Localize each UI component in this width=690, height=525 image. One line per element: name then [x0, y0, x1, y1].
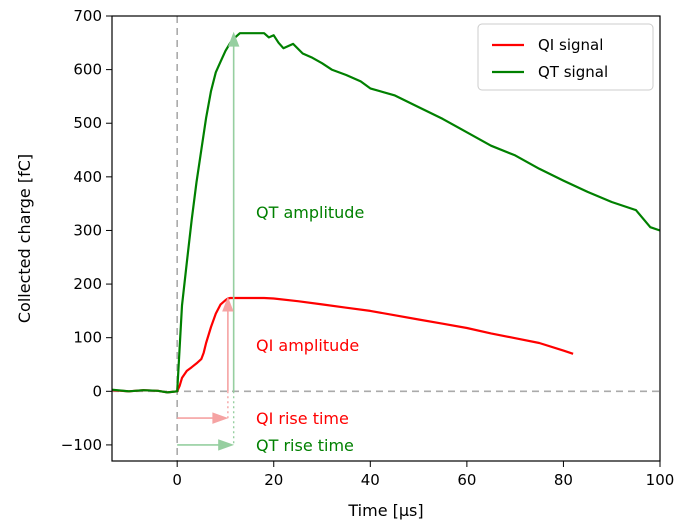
y-tick-label: 200: [73, 275, 102, 293]
y-tick-label: 300: [73, 221, 102, 239]
annotations: QT amplitude QI amplitude QI rise time QT r…: [177, 31, 364, 455]
qt-amplitude-label: QT amplitude: [256, 203, 364, 222]
y-tick-label: 500: [73, 114, 102, 132]
y-axis-label: Collected charge [fC]: [15, 154, 34, 323]
x-axis-label: Time [μs]: [347, 501, 423, 520]
series-line-qi: [112, 296, 574, 394]
x-tick-label: 80: [554, 471, 573, 489]
y-tick-label: −100: [61, 436, 102, 454]
x-tick-label: 60: [457, 471, 476, 489]
qt-rise-time-label: QT rise time: [256, 436, 354, 455]
axes: 0 20 40 60 80 100 −100 0 100 200 300 400 500 600 700 Ti…: [15, 7, 674, 520]
series-line-qt: [112, 32, 660, 394]
axes-frame: [111, 15, 661, 462]
legend-entry-qt: QT signal: [538, 63, 608, 81]
qi-amplitude-arrow-head: [222, 296, 234, 312]
x-tick-label: 20: [264, 471, 283, 489]
y-tick-label: 400: [73, 168, 102, 186]
legend-entry-qi: QI signal: [538, 36, 603, 54]
qt-amplitude-arrow-head: [227, 31, 240, 47]
qi-rise-time-label: QI rise time: [256, 409, 349, 428]
x-tick-label: 40: [361, 471, 380, 489]
y-tick-label: 100: [73, 329, 102, 347]
qi-amplitude-label: QI amplitude: [256, 336, 359, 355]
y-tick-label: 700: [73, 7, 102, 25]
x-tick-label: 0: [172, 471, 182, 489]
y-tick-label: 600: [73, 61, 102, 79]
qi-rise-time-arrow-head: [212, 412, 229, 424]
qt-rise-time-arrow-head: [218, 439, 235, 451]
plot-area: [112, 16, 660, 461]
legend: QI signal QT signal: [477, 23, 654, 91]
x-tick-label: 100: [646, 471, 675, 489]
y-tick-label: 0: [92, 382, 102, 400]
legend-box: [477, 23, 654, 91]
